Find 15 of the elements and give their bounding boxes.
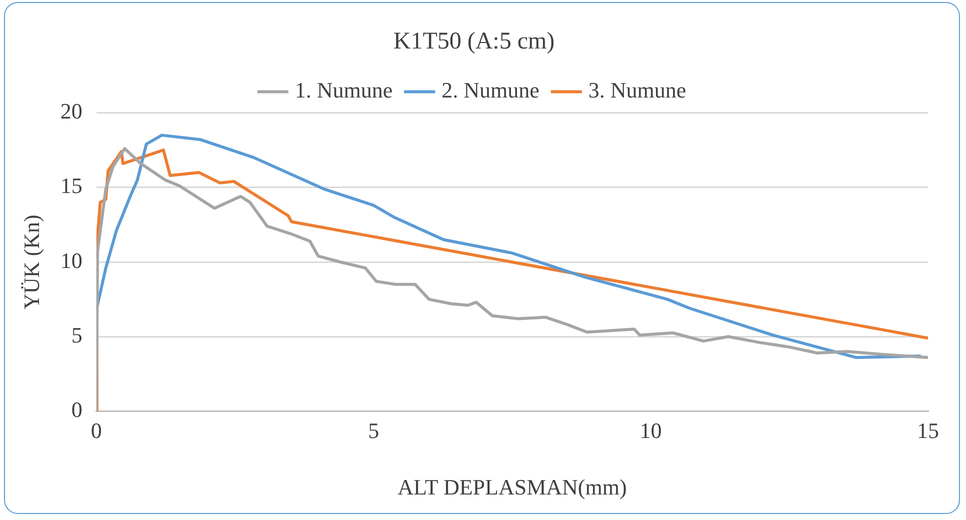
chart-title: K1T50 (A:5 cm) — [393, 28, 555, 55]
legend-label: 2. Numune — [442, 78, 540, 103]
y-tick-label: 5 — [71, 322, 82, 348]
x-tick-label: 5 — [368, 418, 380, 444]
y-tick-label: 20 — [60, 98, 82, 124]
y-tick-label: 10 — [60, 248, 82, 273]
legend-label: 3. Numune — [588, 78, 686, 103]
x-axis-title: ALT DEPLASMAN(mm) — [398, 474, 627, 500]
y-tick-label: 15 — [60, 173, 82, 198]
x-tick-label: 0 — [90, 418, 102, 444]
x-tick-label: 10 — [640, 418, 662, 444]
x-tick-label: 15 — [917, 418, 939, 444]
y-tick-label: 0 — [71, 396, 82, 422]
y-axis-title: YÜK (Kn) — [18, 214, 44, 310]
legend-label: 1. Numune — [294, 78, 393, 103]
